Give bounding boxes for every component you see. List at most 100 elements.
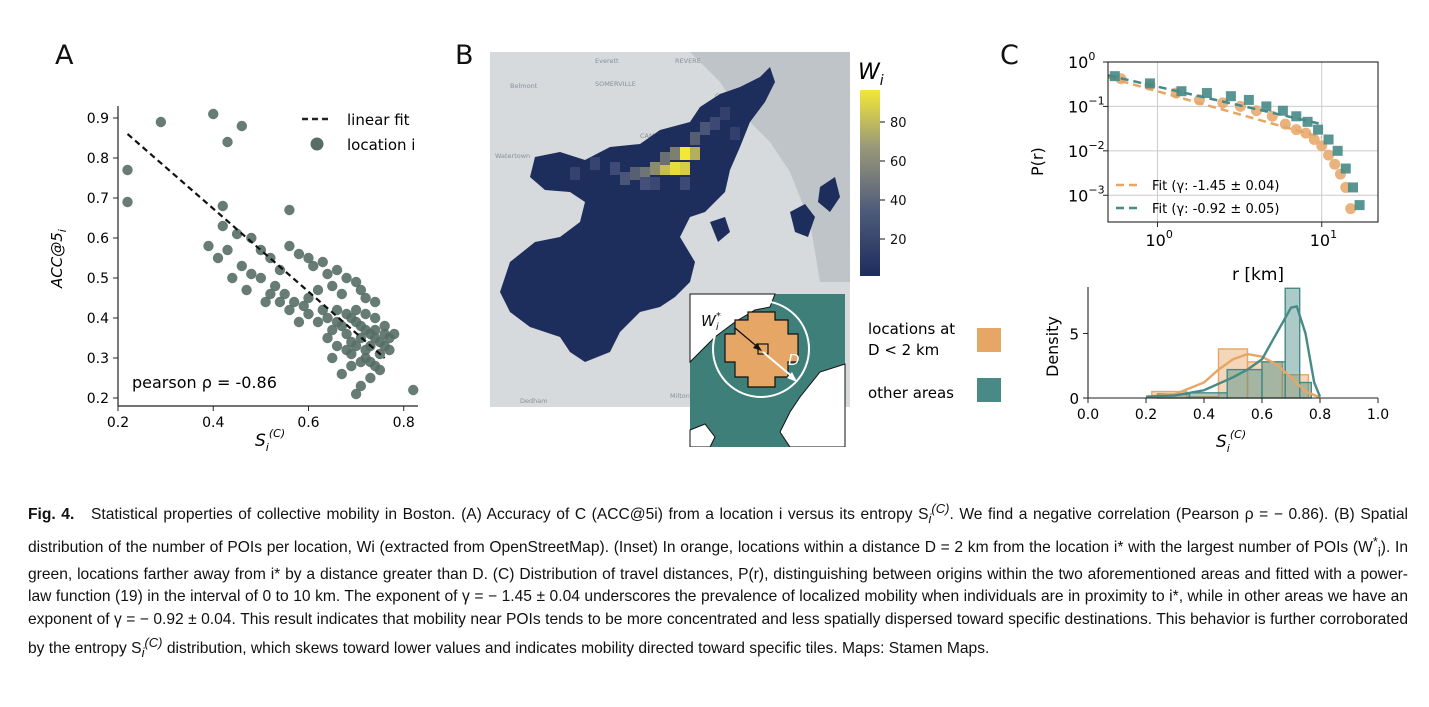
legend-points-label: location i xyxy=(347,136,415,154)
x-tick-label: 0.4 xyxy=(1193,407,1215,423)
y-tick-label: 0.6 xyxy=(87,231,109,247)
scatter-point xyxy=(350,276,362,288)
legend-green-label: other areas xyxy=(868,384,954,402)
caption-fig-label: Fig. 4. xyxy=(28,506,75,524)
scatter-point xyxy=(369,324,381,336)
island-1 xyxy=(818,177,840,212)
scatter-point xyxy=(293,248,305,260)
x-tick-label: 0.2 xyxy=(1135,407,1157,423)
scatter-point xyxy=(312,316,324,328)
scatter-point xyxy=(369,296,381,308)
data-point-teal xyxy=(1243,94,1254,105)
inset-map: W* i D xyxy=(689,293,846,447)
legend-point-marker xyxy=(310,137,324,151)
scatter-point xyxy=(284,204,295,216)
scatter-point xyxy=(355,356,367,368)
poi-cell xyxy=(570,167,580,180)
data-point-teal xyxy=(1225,91,1236,102)
scatter-point xyxy=(203,240,214,252)
y-tick-label: 0.3 xyxy=(87,351,109,367)
poi-cell xyxy=(650,162,660,175)
scatter-point xyxy=(331,340,343,352)
scatter-point xyxy=(327,352,338,364)
x-axis-label-c1: r [km] xyxy=(1232,265,1284,284)
poi-cell xyxy=(690,132,700,145)
x-tick-label: 0.8 xyxy=(393,415,415,431)
inset-radius-circle xyxy=(712,300,810,398)
panel-b-letter: B xyxy=(455,40,474,71)
y-tick-label: 0.2 xyxy=(87,391,109,407)
y-tick-label: 0.9 xyxy=(87,111,109,127)
colorbar-tick-60: 60 xyxy=(890,155,907,170)
scatter-point xyxy=(217,200,228,212)
scatter-point xyxy=(312,284,324,296)
scatter-point xyxy=(379,328,390,340)
inset-distance-arrow xyxy=(762,351,796,380)
scatter-point xyxy=(355,284,367,296)
poi-cell xyxy=(680,147,690,160)
x-tick-label: 100 xyxy=(1145,228,1172,250)
poi-cell xyxy=(670,147,680,160)
data-point-orange xyxy=(1217,97,1229,109)
poi-cell xyxy=(680,177,690,190)
scatter-point xyxy=(374,364,386,376)
y-tick-label: 10−1 xyxy=(1068,94,1105,116)
y-tick-label: 0.7 xyxy=(87,191,109,207)
scatter-point xyxy=(122,164,133,176)
scatter-point xyxy=(298,300,309,312)
data-point-teal xyxy=(1332,145,1343,156)
data-point-teal xyxy=(1277,105,1288,116)
scatter-point xyxy=(303,252,314,264)
poi-cell xyxy=(680,162,690,175)
y-tick-label: 100 xyxy=(1068,50,1095,72)
scatter-point xyxy=(346,360,357,372)
histogram-bar xyxy=(1261,361,1286,399)
scatter-point xyxy=(350,304,362,316)
scatter-point xyxy=(274,264,286,276)
data-point-orange xyxy=(1323,149,1335,161)
x-tick-label: 101 xyxy=(1310,228,1337,250)
pearson-annotation: pearson ρ = -0.86 xyxy=(132,373,277,392)
poi-cell xyxy=(660,152,670,165)
scatter-point xyxy=(360,308,371,320)
data-point-teal xyxy=(1313,124,1324,135)
poi-cell xyxy=(640,167,650,180)
scatter-point xyxy=(350,388,362,400)
poi-cell xyxy=(690,147,700,160)
poi-cell xyxy=(630,167,640,180)
scatter-point xyxy=(341,328,352,340)
scatter-point xyxy=(241,284,252,296)
scatter-point xyxy=(360,292,371,304)
data-point-teal xyxy=(1323,134,1334,145)
y-tick-label: 10−2 xyxy=(1068,139,1105,161)
legend-orange-swatch xyxy=(977,328,1001,352)
histogram-bar xyxy=(1246,361,1283,399)
data-point-teal xyxy=(1340,163,1351,174)
x-axis-label-c2: Si(C) xyxy=(1216,428,1246,455)
scatter-point xyxy=(208,108,219,120)
colorbar xyxy=(860,90,880,276)
y-axis-label-c1: P(r) xyxy=(1028,147,1047,176)
scatter-point xyxy=(279,288,290,300)
x-tick-label: 1.0 xyxy=(1367,407,1389,423)
y-axis-label-a: ACC@5i xyxy=(48,229,69,289)
inset-d-label: D xyxy=(788,351,800,369)
colorbar-label: Wi xyxy=(858,60,884,89)
scatter-point xyxy=(222,136,233,148)
scatter-point xyxy=(322,332,333,344)
scatter-point xyxy=(360,344,371,356)
scatter-point xyxy=(284,240,295,252)
scatter-point xyxy=(384,344,395,356)
poi-cell xyxy=(650,177,660,190)
scatter-point xyxy=(369,312,381,324)
panel-c-letter: C xyxy=(1000,40,1019,71)
scatter-point xyxy=(122,196,133,208)
scatter-point xyxy=(322,268,333,280)
scatter-point xyxy=(379,320,390,332)
map-place-label: SOMERVILLE xyxy=(595,80,636,88)
data-point-teal xyxy=(1144,78,1155,89)
scatter-chart-a: 0.2 0.4 0.6 0.8 0.2 0.3 0.4 0.5 0.6 0.7 0.8 0.9 lin… xyxy=(48,106,419,454)
scatter-point xyxy=(212,252,224,264)
map-place-label: REVERE xyxy=(675,57,701,65)
scatter-point xyxy=(303,308,314,320)
